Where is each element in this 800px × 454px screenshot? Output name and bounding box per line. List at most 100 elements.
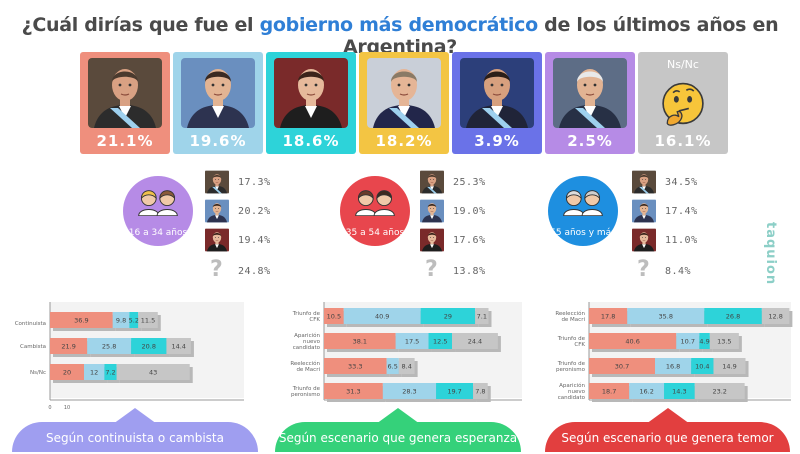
age-group-circle: 55 años y más	[548, 176, 618, 246]
bar-value-label: 12	[90, 369, 98, 377]
card-image	[88, 58, 162, 128]
bar-segment	[382, 383, 437, 399]
bar-value-label: 7.1	[477, 313, 487, 321]
category-label: Aparición	[294, 332, 320, 339]
bar-segment	[699, 333, 710, 349]
bar-segment	[655, 358, 692, 374]
candidate-card: 2.5%	[545, 52, 635, 154]
age-group-value: 13.8%	[453, 266, 486, 277]
card-image	[274, 58, 348, 128]
bar-value-label: 38.1	[353, 338, 367, 346]
bar-segment	[324, 358, 387, 374]
question-mark-icon: ?	[425, 257, 438, 282]
portrait-2-icon	[205, 199, 229, 223]
bar-value-label: 26.8	[726, 313, 740, 321]
bar-value-label: 7.8	[475, 388, 485, 396]
adults-icon	[355, 190, 395, 217]
bar-value-label: 12.5	[433, 338, 447, 346]
age-group-value: 19.4%	[238, 235, 271, 246]
young-people-icon	[138, 190, 178, 217]
category-label: Aparición	[559, 382, 585, 389]
bar-segment	[116, 364, 190, 380]
bar-segment	[676, 333, 700, 349]
category-label: CFK	[309, 317, 320, 323]
age-group-value: 11.0%	[665, 235, 698, 246]
category-label: Triunfo de	[557, 336, 586, 342]
candidate-card: 3.9%	[452, 52, 542, 154]
bar-value-label: 20.8	[142, 343, 156, 351]
chart-footer-label: Según continuista o cambista	[12, 422, 258, 452]
pointer-triangle	[645, 408, 690, 424]
bar-value-label: 31.3	[346, 388, 360, 396]
bar-segment	[713, 358, 746, 374]
bar-segment	[343, 308, 421, 324]
bar-value-label: 14.4	[171, 343, 185, 351]
pointer-triangle	[376, 408, 420, 424]
age-group-circle: 35 a 54 años	[340, 176, 410, 246]
portrait-4-icon	[367, 58, 441, 128]
candidate-card: 18.2%	[359, 52, 449, 154]
bar-value-label: 25.8	[102, 343, 116, 351]
portrait-3-icon	[274, 58, 348, 128]
card-image	[181, 58, 255, 128]
portrait-5-icon	[460, 58, 534, 128]
question-mark-icon: ?	[637, 257, 650, 282]
card-percentage: 16.1%	[654, 132, 712, 150]
portrait-1-icon	[88, 58, 162, 128]
bar-segment	[627, 308, 705, 324]
bar-segment	[398, 358, 415, 374]
bar-value-label: 20	[63, 369, 71, 377]
bar-segment	[704, 308, 762, 324]
age-group-value: 25.3%	[453, 177, 486, 188]
candidate-card: 18.6%	[266, 52, 356, 154]
card-label: Ns/Nc	[667, 58, 699, 71]
category-label: nuevo	[303, 339, 321, 345]
bar-value-label: 16.2	[639, 388, 653, 396]
bar-segment	[589, 333, 677, 349]
age-group-value: 20.2%	[238, 206, 271, 217]
bar-value-label: 8.4	[402, 363, 412, 371]
candidate-card: Ns/Nc 16.1%	[638, 52, 728, 154]
category-label: Ns/Nc	[30, 370, 46, 376]
question-mark-icon: ?	[210, 257, 223, 282]
bar-value-label: 17.8	[601, 313, 615, 321]
age-group-label: 16 a 34 años	[128, 228, 188, 238]
portrait-1-icon	[205, 170, 229, 194]
bar-segment	[84, 364, 105, 380]
category-label: Cambista	[20, 344, 46, 350]
chart-footer-label: Según escenario que genera temor	[545, 422, 790, 452]
bar-segment	[112, 312, 130, 328]
bar-value-label: 36.9	[74, 317, 88, 325]
category-label: de Macri	[561, 317, 585, 323]
category-label: candidato	[293, 345, 321, 351]
bar-segment	[166, 338, 191, 354]
bar-segment	[131, 338, 167, 354]
card-percentage: 18.2%	[375, 132, 433, 150]
category-label: Continuista	[15, 321, 46, 327]
category-label: CFK	[574, 342, 585, 348]
bar-segment	[694, 383, 745, 399]
bar-segment	[104, 364, 117, 380]
pointer-triangle	[113, 408, 157, 424]
bar-value-label: 40.6	[625, 338, 639, 346]
candidate-thumb	[420, 199, 444, 223]
page-title: ¿Cuál dirías que fue el gobierno más dem…	[0, 14, 800, 58]
category-label: Triunfo de	[292, 311, 321, 317]
bar-segment	[475, 308, 489, 324]
bar-segment	[324, 308, 344, 324]
bar-segment	[386, 358, 399, 374]
bar-segment	[709, 333, 739, 349]
candidate-thumb	[632, 228, 656, 252]
bar-segment	[589, 308, 628, 324]
bar-segment	[87, 338, 132, 354]
bar-segment	[395, 333, 429, 349]
age-group-value: 19.0%	[453, 206, 486, 217]
card-percentage: 21.1%	[96, 132, 154, 150]
candidate-cards: 21.1% 19.6% 18.6% 18.2% 3.9% 2.5% Ns/Nc 16.1%	[80, 52, 730, 154]
card-percentage: 3.9%	[474, 132, 520, 150]
bar-value-label: 33.3	[348, 363, 362, 371]
bar-segment	[50, 312, 113, 328]
candidate-card: 19.6%	[173, 52, 263, 154]
card-percentage: 2.5%	[567, 132, 613, 150]
